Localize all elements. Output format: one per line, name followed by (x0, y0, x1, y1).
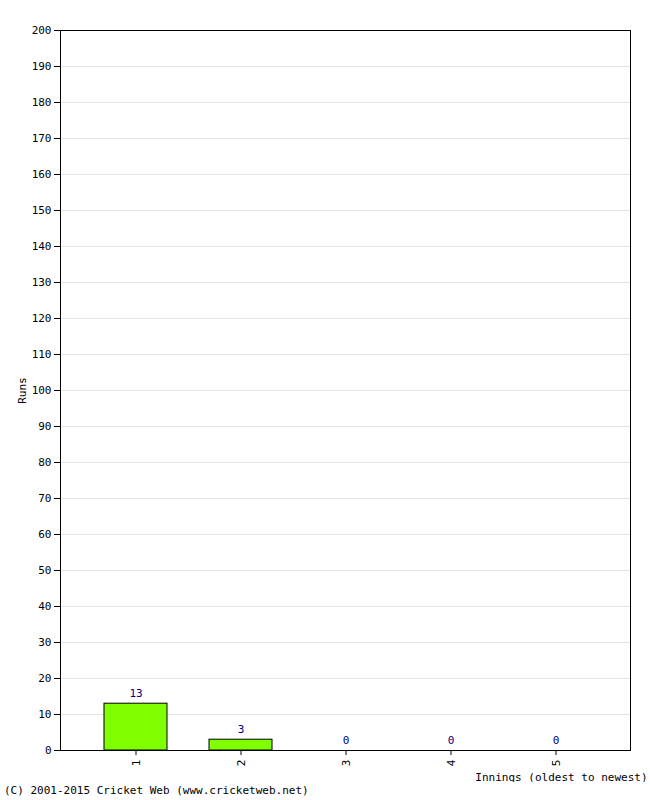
svg-text:120: 120 (32, 312, 52, 325)
svg-text:13: 13 (129, 687, 142, 700)
svg-text:2: 2 (235, 760, 248, 767)
svg-text:40: 40 (38, 600, 51, 613)
svg-text:0: 0 (448, 734, 455, 747)
svg-text:Innings (oldest to newest): Innings (oldest to newest) (475, 771, 647, 783)
html-text:(C) 2001-2015 Cricket Web (www: (C) 2001-2015 Cricket Web (www.cricketwe… (4, 784, 309, 797)
svg-text:0: 0 (553, 734, 560, 747)
svg-text:4: 4 (445, 759, 458, 766)
svg-text:140: 140 (32, 240, 52, 253)
svg-text:0: 0 (343, 734, 350, 747)
svg-text:70: 70 (38, 492, 51, 505)
svg-text:0: 0 (45, 744, 52, 757)
svg-text:3: 3 (340, 760, 353, 767)
svg-text:170: 170 (32, 132, 52, 145)
svg-text:100: 100 (32, 384, 52, 397)
svg-text:3: 3 (238, 723, 245, 736)
svg-text:110: 110 (32, 348, 52, 361)
svg-text:90: 90 (38, 420, 51, 433)
svg-text:1: 1 (130, 760, 143, 767)
svg-text:150: 150 (32, 204, 52, 217)
svg-text:20: 20 (38, 672, 51, 685)
svg-text:190: 190 (32, 60, 52, 73)
svg-text:200: 200 (32, 24, 52, 37)
svg-text:60: 60 (38, 528, 51, 541)
svg-text:130: 130 (32, 276, 52, 289)
svg-text:10: 10 (38, 708, 51, 721)
svg-text:80: 80 (38, 456, 51, 469)
svg-text:30: 30 (38, 636, 51, 649)
svg-text:50: 50 (38, 564, 51, 577)
svg-text:160: 160 (32, 168, 52, 181)
svg-text:5: 5 (550, 760, 563, 767)
svg-text:Runs: Runs (16, 377, 29, 404)
svg-text:180: 180 (32, 96, 52, 109)
